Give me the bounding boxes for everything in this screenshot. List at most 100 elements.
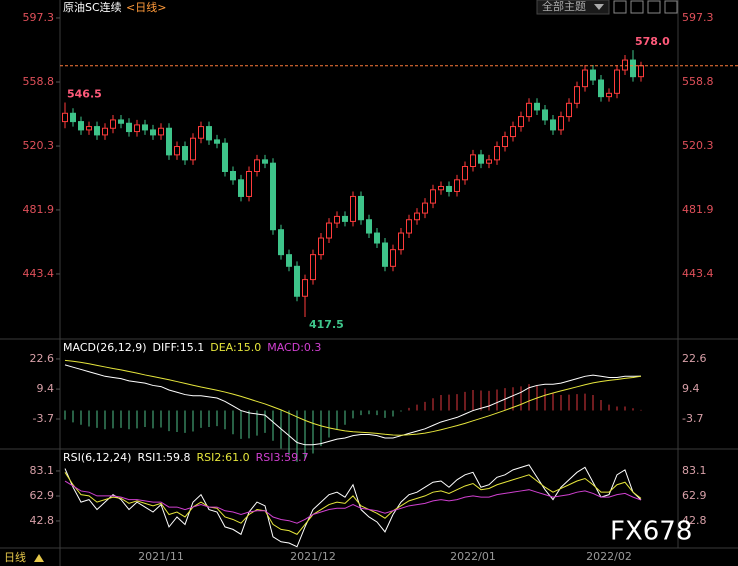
candle-body <box>366 219 372 234</box>
candle-body <box>326 222 332 239</box>
theme-button-label: 全部主题 <box>542 0 586 13</box>
y-tick-label: 62.9 <box>30 489 55 502</box>
candle-body <box>102 127 108 136</box>
candle-body <box>110 119 116 129</box>
candle-body <box>510 126 516 138</box>
y-tick-label: 9.4 <box>37 382 55 395</box>
candle-body <box>286 254 292 267</box>
candle-body <box>606 92 612 98</box>
instrument-title: 原油SC连续 <box>63 0 122 14</box>
candle-body <box>334 215 340 224</box>
icon-button[interactable] <box>647 0 661 14</box>
candle-body <box>126 122 132 133</box>
candle-body <box>486 159 492 164</box>
candle-body <box>142 124 148 131</box>
y-tick-label: -3.7 <box>33 412 54 425</box>
candle-body <box>454 179 460 192</box>
candle-body <box>206 126 212 141</box>
indicator-line <box>64 472 642 535</box>
y-tick-label-right: 9.4 <box>682 382 700 395</box>
indicator-line <box>64 359 642 436</box>
y-tick-label-right: -3.7 <box>682 412 703 425</box>
y-tick-label-right: 62.9 <box>682 489 707 502</box>
high-annotation: 546.5 <box>67 87 102 100</box>
candle-body <box>542 109 548 121</box>
candle-body <box>518 116 524 128</box>
candle-body <box>278 229 284 256</box>
candle-body <box>342 215 348 222</box>
candle-body <box>494 146 500 161</box>
y-tick-label-right: 83.1 <box>682 464 707 477</box>
candle-body <box>262 159 268 164</box>
high-annotation: 578.0 <box>635 35 670 48</box>
candle-body <box>398 232 404 251</box>
y-tick-label-right: 42.8 <box>682 514 707 527</box>
up-arrow <box>34 554 44 562</box>
indicator-line <box>64 464 642 548</box>
candle-body <box>422 202 428 214</box>
y-tick-label-right: 22.6 <box>682 352 707 365</box>
y-tick-label: 42.8 <box>30 514 55 527</box>
candle-body <box>158 127 164 136</box>
period-button-label: 日线 <box>4 550 26 564</box>
candle-body <box>174 146 180 156</box>
y-tick-label-right: 520.3 <box>682 139 714 152</box>
candle-body <box>238 179 244 197</box>
dropdown-arrow <box>594 4 604 10</box>
candle-body <box>358 195 364 221</box>
legend-entry: RSI1:59.8 <box>137 451 190 464</box>
legend-entry: DIFF:15.1 <box>153 341 205 354</box>
candle-body <box>150 129 156 136</box>
y-tick-label: 558.8 <box>23 75 55 88</box>
candle-body <box>638 65 644 78</box>
y-tick-label: 597.3 <box>23 11 55 24</box>
x-tick-label: 2021/12 <box>290 550 336 563</box>
y-tick-label: 520.3 <box>23 139 55 152</box>
legend-entry: RSI2:61.0 <box>197 451 250 464</box>
theme-button-box <box>536 0 610 15</box>
candle-body <box>86 126 92 131</box>
indicator-line <box>64 364 642 446</box>
candle-body <box>414 212 420 221</box>
period-button[interactable]: 日线 <box>4 550 44 564</box>
y-tick-label: 481.9 <box>23 203 55 216</box>
candle-body <box>294 265 300 297</box>
theme-button[interactable]: 全部主题 <box>536 0 610 15</box>
watermark: FX678 <box>610 517 692 547</box>
candle-body <box>214 139 220 144</box>
y-tick-label-right: 481.9 <box>682 203 714 216</box>
candle-body <box>630 59 636 78</box>
low-annotation: 417.5 <box>309 318 344 331</box>
icon-button[interactable] <box>613 0 627 14</box>
candle-body <box>70 112 76 123</box>
y-tick-label: 443.4 <box>23 267 55 280</box>
icon-button[interactable] <box>664 0 678 14</box>
candle-body <box>182 146 188 161</box>
x-tick-label: 2021/11 <box>138 550 184 563</box>
candle-body <box>230 170 236 181</box>
candle-body <box>550 119 556 131</box>
candle-body <box>598 79 604 98</box>
candle-body <box>310 254 316 281</box>
candle-body <box>470 154 476 168</box>
candle-body <box>166 127 172 156</box>
candle-body <box>462 166 468 181</box>
candle-body <box>446 185 452 192</box>
y-tick-label-right: 443.4 <box>682 267 714 280</box>
candle-body <box>622 59 628 71</box>
x-tick-label: 2022/02 <box>586 550 632 563</box>
candle-body <box>478 154 484 164</box>
candle-body <box>566 102 572 118</box>
x-tick-label: 2022/01 <box>450 550 496 563</box>
candle-body <box>502 136 508 148</box>
candle-body <box>390 249 396 267</box>
y-tick-label: 22.6 <box>30 352 55 365</box>
icon-button[interactable] <box>630 0 644 14</box>
candle-body <box>574 86 580 104</box>
legend-entry: DEA:15.0 <box>210 341 261 354</box>
candle-body <box>382 242 388 267</box>
indicator-line <box>64 480 642 524</box>
candle-body <box>78 121 84 131</box>
candle-body <box>254 159 260 172</box>
